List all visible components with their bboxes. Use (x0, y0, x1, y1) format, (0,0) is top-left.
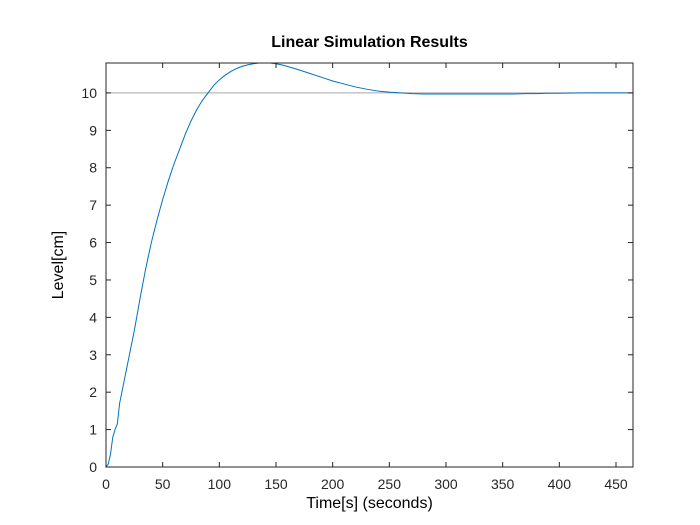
y-tick-label: 6 (89, 235, 97, 251)
y-axis-label: Level[cm] (50, 231, 67, 299)
chart-title: Linear Simulation Results (271, 34, 468, 51)
y-tick-label: 8 (89, 160, 97, 176)
plot-area (106, 63, 633, 467)
x-axis-label: Time[s] (seconds) (306, 495, 433, 512)
x-tick-label: 100 (208, 476, 232, 492)
x-tick-label: 50 (155, 476, 171, 492)
x-tick-label: 200 (321, 476, 345, 492)
y-tick-label: 2 (89, 384, 97, 400)
x-tick-label: 400 (548, 476, 572, 492)
y-tick-label: 1 (89, 422, 97, 438)
y-tick-label: 3 (89, 347, 97, 363)
y-tick-label: 0 (89, 459, 97, 475)
x-tick-label: 250 (378, 476, 402, 492)
y-tick-label: 5 (89, 272, 97, 288)
plot-frame (105, 62, 634, 468)
y-tick-label: 4 (89, 309, 97, 325)
x-axis-ticks: 0 50 100 150 200 250 300 350 400 450 (102, 63, 628, 492)
x-tick-label: 300 (434, 476, 458, 492)
x-tick-label: 450 (604, 476, 628, 492)
y-tick-label: 7 (89, 197, 97, 213)
y-tick-label: 10 (81, 85, 97, 101)
x-tick-label: 150 (264, 476, 288, 492)
x-tick-label: 0 (102, 476, 110, 492)
y-tick-label: 9 (89, 122, 97, 138)
x-tick-label: 350 (491, 476, 515, 492)
